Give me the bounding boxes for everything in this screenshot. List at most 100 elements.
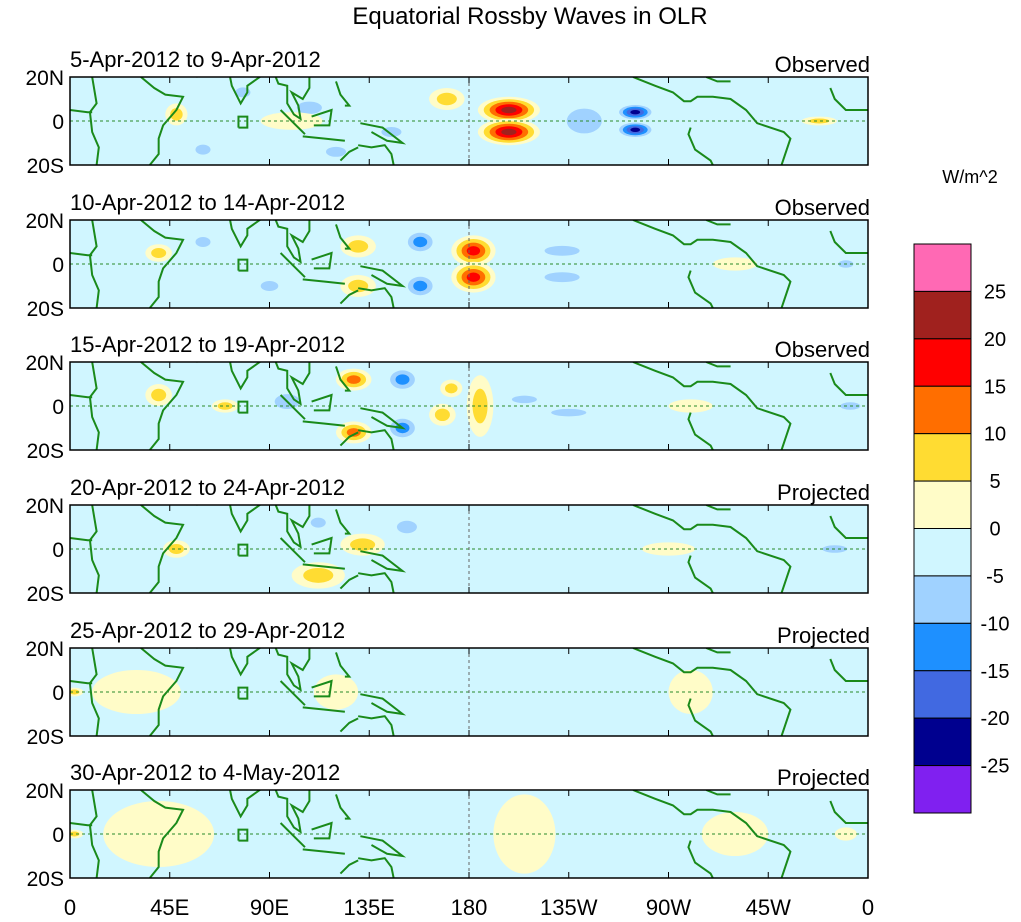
anomaly-contour bbox=[630, 127, 641, 132]
y-tick-label: 20N bbox=[25, 210, 64, 233]
coastline bbox=[632, 790, 792, 878]
coastline bbox=[70, 822, 93, 827]
x-tick-label: 0 bbox=[862, 895, 874, 920]
panel-date-range: 30-Apr-2012 to 4-May-2012 bbox=[70, 760, 340, 785]
anomaly-contour bbox=[346, 428, 361, 437]
coastline bbox=[302, 848, 345, 855]
coastline bbox=[705, 505, 731, 511]
anomaly-contour bbox=[501, 128, 517, 136]
anomaly-contour bbox=[641, 542, 696, 556]
coastline bbox=[196, 77, 311, 121]
anomaly-contour bbox=[310, 517, 326, 528]
y-tick-label: 20S bbox=[27, 726, 64, 749]
coastline bbox=[339, 574, 359, 590]
anomaly-contour bbox=[544, 245, 580, 256]
anomaly-contour bbox=[466, 246, 481, 256]
colorbar-level-label: -15 bbox=[981, 661, 1010, 683]
coastline bbox=[829, 372, 868, 396]
coastline bbox=[70, 109, 93, 114]
coastline bbox=[88, 648, 100, 736]
coastline bbox=[311, 251, 333, 270]
anomaly-contour bbox=[195, 144, 211, 155]
anomaly-contour bbox=[493, 794, 556, 874]
y-tick-label: 20N bbox=[25, 780, 64, 803]
coastline bbox=[339, 289, 359, 305]
coastline bbox=[196, 362, 311, 406]
coastline bbox=[311, 393, 333, 412]
coastline bbox=[311, 821, 333, 840]
y-tick-label: 0 bbox=[52, 396, 64, 419]
colorbar-level-label: -5 bbox=[986, 566, 1004, 588]
anomaly-contour bbox=[396, 520, 417, 534]
anomaly-contour bbox=[413, 652, 458, 732]
anomaly-contour bbox=[217, 402, 233, 410]
anomaly-contour bbox=[434, 408, 450, 422]
coastline bbox=[358, 572, 395, 593]
panel-kind-label: Projected bbox=[777, 623, 870, 648]
x-axis: 0 45E 90E 135E 180 135W 90W 45W 0 bbox=[64, 895, 874, 920]
coastline bbox=[335, 509, 352, 535]
coastline bbox=[687, 127, 714, 165]
anomaly-contour bbox=[708, 118, 762, 132]
colorbar: 25 20 15 10 5 0 -5 -10 -15 -20 -25 bbox=[913, 243, 1010, 814]
coastline bbox=[687, 555, 714, 593]
colorbar-swatch bbox=[913, 622, 972, 672]
anomaly-contour bbox=[296, 101, 322, 115]
coastline bbox=[339, 717, 359, 733]
anomaly-contour bbox=[170, 108, 183, 121]
coastline bbox=[196, 648, 311, 692]
anomaly-contour bbox=[70, 689, 80, 695]
coastline bbox=[196, 220, 311, 264]
panel-kind-label: Observed bbox=[775, 195, 870, 220]
panel-kind-label: Projected bbox=[777, 480, 870, 505]
anomaly-contour bbox=[809, 118, 830, 124]
anomaly-contour bbox=[70, 831, 80, 837]
coastline bbox=[360, 407, 407, 430]
map-panel: 20N 0 20S 5-Apr-2012 to 9-Apr-2012 Observed bbox=[25, 47, 870, 178]
anomaly-contour bbox=[551, 408, 587, 417]
colorbar-level-label: 20 bbox=[984, 329, 1006, 351]
coastline bbox=[311, 108, 333, 127]
anomaly-contour bbox=[544, 272, 580, 283]
coastline bbox=[237, 115, 249, 129]
colorbar-swatch bbox=[913, 290, 972, 340]
map-panel: 20N 0 20S 20-Apr-2012 to 24-Apr-2012 Project… bbox=[25, 475, 870, 606]
colorbar-level-label: 15 bbox=[984, 376, 1006, 398]
coastline bbox=[335, 652, 352, 678]
x-tick-label: 135W bbox=[540, 895, 598, 920]
coastline bbox=[829, 515, 868, 539]
coastline bbox=[88, 790, 100, 878]
coastline bbox=[237, 686, 249, 700]
panel-kind-label: Observed bbox=[775, 52, 870, 77]
x-tick-label: 135E bbox=[344, 895, 395, 920]
colorbar-level-label: -10 bbox=[981, 613, 1010, 635]
anomaly-contour bbox=[346, 375, 361, 384]
coastline bbox=[70, 680, 93, 685]
anomaly-contour bbox=[303, 567, 334, 583]
coastline bbox=[140, 362, 185, 450]
map-panel: 20N 0 20S 25-Apr-2012 to 29-Apr-2012 Project… bbox=[25, 618, 870, 749]
coastline bbox=[311, 536, 333, 555]
colorbar-swatch bbox=[913, 385, 972, 435]
colorbar-level-label: -20 bbox=[981, 708, 1010, 730]
coastline bbox=[705, 648, 731, 654]
y-tick-label: 0 bbox=[52, 111, 64, 134]
coastline bbox=[279, 394, 306, 420]
y-tick-label: 20N bbox=[25, 67, 64, 90]
anomaly-contour bbox=[350, 538, 376, 551]
y-tick-label: 0 bbox=[52, 254, 64, 277]
coastline bbox=[335, 224, 352, 250]
colorbar-level-label: 0 bbox=[989, 519, 1000, 541]
coastline bbox=[279, 109, 306, 135]
coastline bbox=[687, 270, 714, 308]
colorbar-swatch bbox=[913, 480, 972, 530]
anomaly-contour bbox=[535, 670, 625, 714]
anomaly-contour bbox=[151, 248, 167, 258]
coastline bbox=[140, 220, 185, 308]
anomaly-contour bbox=[395, 374, 410, 385]
anomaly-contour bbox=[413, 236, 428, 248]
coastline bbox=[360, 550, 407, 573]
coastline bbox=[70, 252, 93, 257]
coastline bbox=[88, 505, 100, 593]
